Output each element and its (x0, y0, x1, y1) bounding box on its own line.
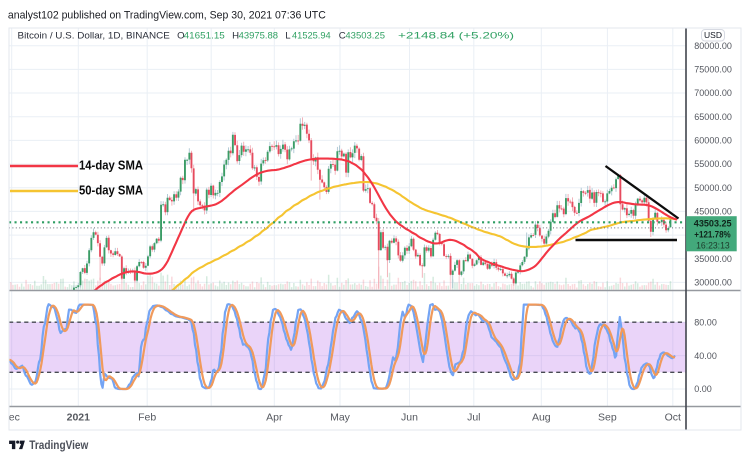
svg-text:80000.00: 80000.00 (694, 41, 732, 51)
svg-text:65000.00: 65000.00 (694, 112, 732, 122)
svg-text:H: H (232, 30, 239, 41)
svg-text:Jul: Jul (467, 412, 480, 424)
svg-text:16:23:13: 16:23:13 (696, 240, 730, 250)
svg-text:C: C (339, 30, 346, 41)
svg-text:14-day SMA: 14-day SMA (79, 159, 143, 173)
svg-text:40.00: 40.00 (694, 351, 717, 361)
svg-text:55000.00: 55000.00 (694, 159, 732, 169)
svg-text:2021: 2021 (67, 412, 91, 424)
svg-text:+121.78%: +121.78% (694, 230, 730, 240)
svg-text:TradingView: TradingView (29, 438, 88, 452)
svg-text:0.00: 0.00 (694, 384, 712, 394)
svg-text:analyst102 published on Tradin: analyst102 published on TradingView.com,… (8, 10, 326, 22)
svg-text:41651.15: 41651.15 (184, 30, 225, 41)
svg-text:70000.00: 70000.00 (694, 88, 732, 98)
svg-text:50-day SMA: 50-day SMA (79, 184, 143, 198)
svg-text:50000.00: 50000.00 (694, 183, 732, 193)
svg-text:75000.00: 75000.00 (694, 65, 732, 75)
svg-text:May: May (330, 412, 351, 424)
svg-text:+2148.84 (+5.20%): +2148.84 (+5.20%) (398, 30, 514, 41)
svg-text:35000.00: 35000.00 (694, 254, 732, 264)
svg-text:43503.25: 43503.25 (694, 219, 732, 229)
svg-text:60000.00: 60000.00 (694, 136, 732, 146)
svg-text:Oct: Oct (665, 412, 681, 424)
svg-text:80.00: 80.00 (694, 317, 717, 327)
svg-text:Feb: Feb (138, 412, 156, 424)
svg-text:43975.88: 43975.88 (239, 30, 278, 41)
svg-text:Dec: Dec (1, 412, 20, 424)
svg-text:O: O (177, 30, 184, 41)
svg-text:43503.25: 43503.25 (345, 30, 385, 41)
svg-text:30000.00: 30000.00 (694, 278, 732, 288)
svg-text:45000.00: 45000.00 (694, 207, 732, 217)
svg-text:USD: USD (704, 30, 722, 40)
svg-text:41525.94: 41525.94 (292, 30, 331, 41)
svg-text:Aug: Aug (532, 412, 551, 424)
svg-text:Apr: Apr (266, 412, 283, 424)
svg-text:Bitcoin / U.S. Dollar, 1D, BIN: Bitcoin / U.S. Dollar, 1D, BINANCE (18, 30, 170, 41)
svg-text:Jun: Jun (401, 412, 418, 424)
svg-text:L: L (285, 30, 291, 41)
svg-text:Sep: Sep (598, 412, 617, 424)
